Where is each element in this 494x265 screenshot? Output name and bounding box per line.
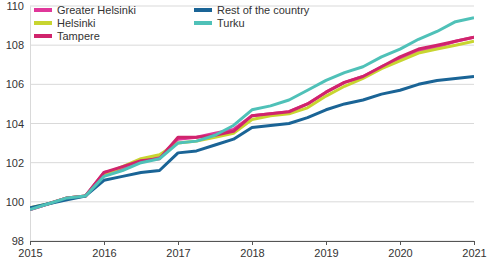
y-tick: 110 [6, 0, 30, 12]
legend-swatch [194, 8, 212, 12]
x-tick-label: 2016 [92, 247, 116, 259]
series-line [30, 77, 474, 208]
x-axis: 2015 2016 2017 2018 2019 2020 2021 [18, 241, 486, 259]
x-tick: 2018 [240, 241, 264, 259]
legend-label: Turku [217, 17, 245, 29]
x-tick-label: 2015 [18, 247, 42, 259]
y-tick: 108 [6, 39, 30, 51]
legend-label: Tampere [57, 30, 100, 42]
grid-line [30, 201, 474, 202]
x-tick-label: 2018 [240, 247, 264, 259]
x-tick: 2017 [166, 241, 190, 259]
x-tick: 2020 [388, 241, 412, 259]
y-tick-label: 106 [6, 78, 24, 90]
legend-item: Turku [194, 17, 245, 29]
y-tick-label: 104 [6, 118, 24, 130]
x-tick-mark [474, 241, 475, 245]
y-tick: 104 [6, 118, 30, 130]
legend-item: Tampere [34, 30, 100, 42]
x-tick: 2021 [462, 241, 486, 259]
x-tick: 2016 [92, 241, 116, 259]
legend-swatch [34, 8, 52, 12]
lines [30, 18, 474, 210]
legend-label: Helsinki [57, 17, 96, 29]
legend: Greater HelsinkiHelsinkiTampere Rest of t… [34, 4, 310, 42]
x-tick-label: 2019 [314, 247, 338, 259]
series-line [30, 18, 474, 210]
x-tick-mark [178, 241, 179, 245]
y-tick: 100 [6, 196, 30, 208]
y-tick-label: 102 [6, 157, 24, 169]
legend-item: Greater Helsinki [34, 4, 136, 16]
legend-swatch [34, 21, 52, 25]
x-tick-label: 2021 [462, 247, 486, 259]
legend-label: Rest of the country [217, 4, 310, 16]
legend-label: Greater Helsinki [57, 4, 136, 16]
x-tick: 2019 [314, 241, 338, 259]
x-tick: 2015 [18, 241, 42, 259]
x-tick-mark [30, 241, 31, 245]
legend-swatch [34, 34, 52, 38]
y-tick: 98 [12, 235, 30, 247]
x-tick-mark [252, 241, 253, 245]
x-tick-mark [326, 241, 327, 245]
grid [30, 6, 474, 241]
y-tick-label: 98 [12, 235, 24, 247]
y-axis: 98 100 102 104 106 108 110 [6, 0, 31, 247]
legend-swatch [194, 21, 212, 25]
x-tick-label: 2020 [388, 247, 412, 259]
grid-line [30, 162, 474, 163]
y-tick-label: 100 [6, 196, 24, 208]
x-tick-mark [104, 241, 105, 245]
legend-item: Helsinki [34, 17, 96, 29]
y-tick-label: 110 [6, 0, 24, 12]
x-tick-mark [400, 241, 401, 245]
grid-line [30, 123, 474, 124]
plot: 98 100 102 104 106 108 110 2015 2016 2017 2018 2019… [6, 0, 487, 259]
chart: 98 100 102 104 106 108 110 2015 2016 2017 2018 2019… [0, 0, 494, 265]
legend-item: Rest of the country [194, 4, 310, 16]
y-tick-label: 108 [6, 39, 24, 51]
grid-line [30, 84, 474, 85]
y-tick: 106 [6, 78, 30, 90]
x-tick-label: 2017 [166, 247, 190, 259]
x-axis-line [31, 242, 475, 246]
y-tick: 102 [6, 157, 30, 169]
